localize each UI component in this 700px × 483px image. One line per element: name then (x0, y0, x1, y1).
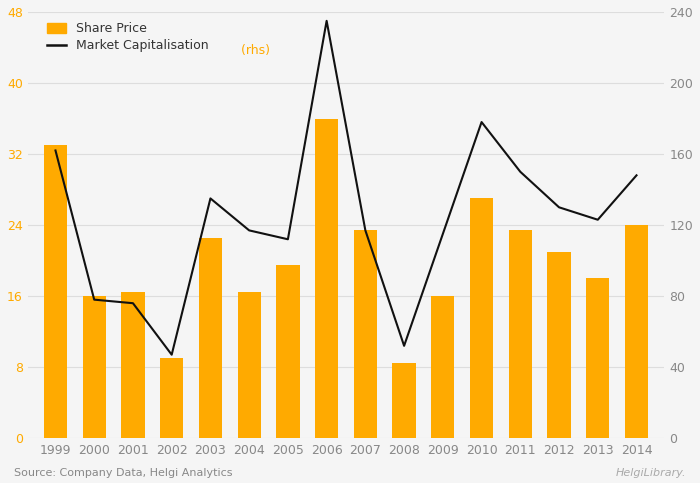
Bar (121, 292, 145, 438)
Bar (586, 278, 610, 438)
Bar (431, 296, 454, 438)
Text: Source: Company Data, Helgi Analytics: Source: Company Data, Helgi Analytics (14, 468, 232, 478)
Bar (237, 292, 261, 438)
Bar (354, 229, 377, 438)
Bar (44, 145, 67, 438)
Text: (rhs): (rhs) (237, 43, 270, 57)
Legend: Share Price, Market Capitalisation: Share Price, Market Capitalisation (48, 22, 209, 52)
Bar (509, 229, 532, 438)
Bar (276, 265, 300, 438)
Bar (470, 199, 494, 438)
Bar (160, 358, 183, 438)
Bar (547, 252, 570, 438)
Bar (83, 296, 106, 438)
Bar (625, 225, 648, 438)
Bar (199, 239, 222, 438)
Bar (393, 363, 416, 438)
Bar (315, 118, 338, 438)
Text: HelgiLibrary.: HelgiLibrary. (615, 468, 686, 478)
